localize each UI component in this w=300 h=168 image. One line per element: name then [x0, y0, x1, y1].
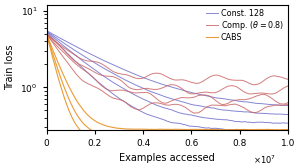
CABS — [199, 128, 202, 130]
Const. 128 — [253, 102, 256, 104]
Comp. ($\theta = 0.8$) — [286, 78, 290, 80]
Comp. ($\theta = 0.8$) — [185, 80, 189, 82]
Line: Const. 128: Const. 128 — [46, 31, 288, 106]
CABS — [253, 129, 256, 131]
Legend: Const. 128, Comp. ($\theta = 0.8$), CABS: Const. 128, Comp. ($\theta = 0.8$), CABS — [205, 7, 286, 44]
Comp. ($\theta = 0.8$) — [45, 33, 48, 35]
Const. 128 — [185, 90, 189, 92]
CABS — [286, 129, 290, 131]
CABS — [278, 129, 282, 131]
Line: Comp. ($\theta = 0.8$): Comp. ($\theta = 0.8$) — [46, 34, 288, 85]
CABS — [185, 129, 189, 131]
CABS — [191, 128, 195, 130]
Comp. ($\theta = 0.8$) — [253, 84, 256, 86]
CABS — [45, 33, 48, 35]
Const. 128 — [199, 94, 202, 96]
CABS — [228, 129, 232, 131]
Comp. ($\theta = 0.8$) — [191, 82, 195, 84]
Comp. ($\theta = 0.8$) — [228, 78, 232, 80]
Comp. ($\theta = 0.8$) — [199, 81, 202, 83]
Const. 128 — [228, 99, 232, 101]
Text: $\times10^7$: $\times10^7$ — [253, 154, 276, 166]
Const. 128 — [286, 105, 290, 107]
X-axis label: Examples accessed: Examples accessed — [119, 153, 215, 163]
Line: CABS: CABS — [46, 34, 288, 130]
Const. 128 — [60, 38, 63, 40]
Const. 128 — [191, 92, 195, 94]
Const. 128 — [45, 30, 48, 32]
CABS — [60, 69, 63, 71]
Comp. ($\theta = 0.8$) — [252, 84, 256, 86]
Y-axis label: Train loss: Train loss — [5, 45, 15, 90]
Comp. ($\theta = 0.8$) — [60, 45, 63, 47]
